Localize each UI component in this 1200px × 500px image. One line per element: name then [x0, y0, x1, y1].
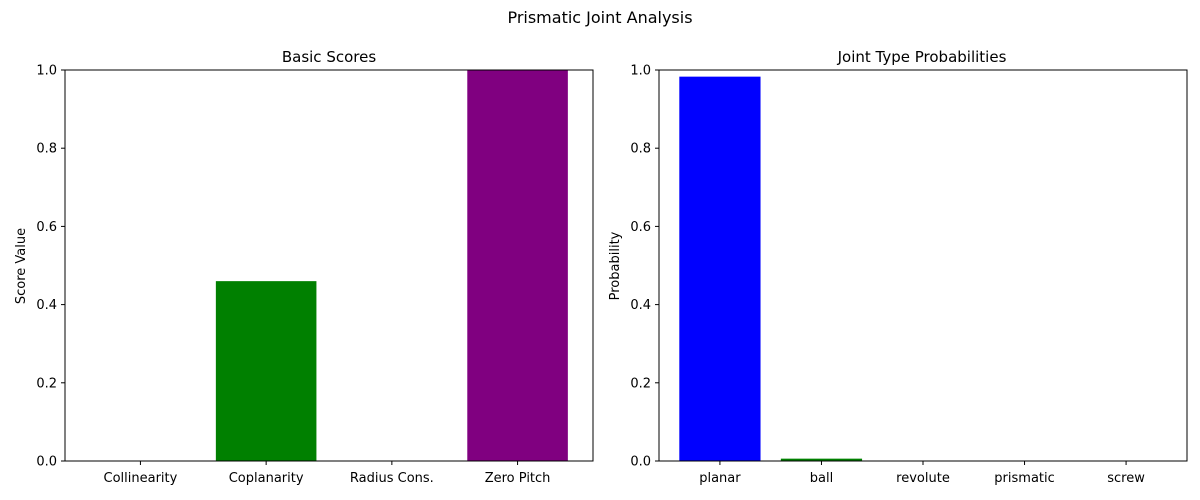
chart-basic-scores: Basic Scores Score Value 0.0 0.2 0.4 0.6 0.8… — [14, 48, 594, 486]
chart-title: Joint Type Probabilities — [837, 48, 1007, 66]
y-tick-label: 1.0 — [36, 64, 57, 79]
chart-title: Basic Scores — [282, 48, 376, 66]
x-tick-label: Collinearity — [104, 471, 178, 486]
plot-area: 0.0 0.2 0.4 0.6 0.8 1.0 Collinearity Coplanarit… — [36, 64, 594, 486]
bar-coplanarity — [215, 281, 317, 461]
y-tick-label: 0.8 — [36, 142, 57, 157]
x-tick-label: planar — [699, 471, 741, 486]
y-tick-label: 0.2 — [36, 376, 57, 391]
x-tick-label: revolute — [896, 471, 950, 486]
y-tick-label: 0.0 — [630, 455, 651, 470]
x-tick-label: Radius Cons. — [350, 471, 434, 486]
y-tick-label: 0.6 — [36, 220, 57, 235]
bar-zero-pitch — [467, 70, 568, 461]
chart-joint-probabilities: Joint Type Probabilities Probability 0.0… — [608, 48, 1188, 486]
y-tick-label: 0.4 — [36, 298, 57, 313]
y-tick-label: 1.0 — [630, 64, 651, 79]
x-tick-label: prismatic — [994, 471, 1054, 486]
y-tick-label: 0.0 — [36, 455, 57, 470]
figure-title: Prismatic Joint Analysis — [507, 8, 692, 27]
y-tick-label: 0.2 — [630, 376, 651, 391]
y-tick-label: 0.6 — [630, 220, 651, 235]
bar-planar — [679, 76, 761, 461]
x-tick-label: ball — [810, 471, 833, 486]
x-tick-label: Coplanarity — [229, 471, 304, 486]
y-tick-label: 0.4 — [630, 298, 651, 313]
y-axis-label: Probability — [608, 231, 623, 300]
y-axis-label: Score Value — [14, 228, 29, 304]
plot-area: 0.0 0.2 0.4 0.6 0.8 1.0 planar ball revolute pris… — [630, 64, 1188, 486]
x-tick-label: Zero Pitch — [485, 471, 551, 486]
bar-ball — [780, 458, 863, 461]
y-tick-label: 0.8 — [630, 142, 651, 157]
axes-frame — [64, 69, 594, 462]
x-tick-label: screw — [1107, 471, 1145, 486]
